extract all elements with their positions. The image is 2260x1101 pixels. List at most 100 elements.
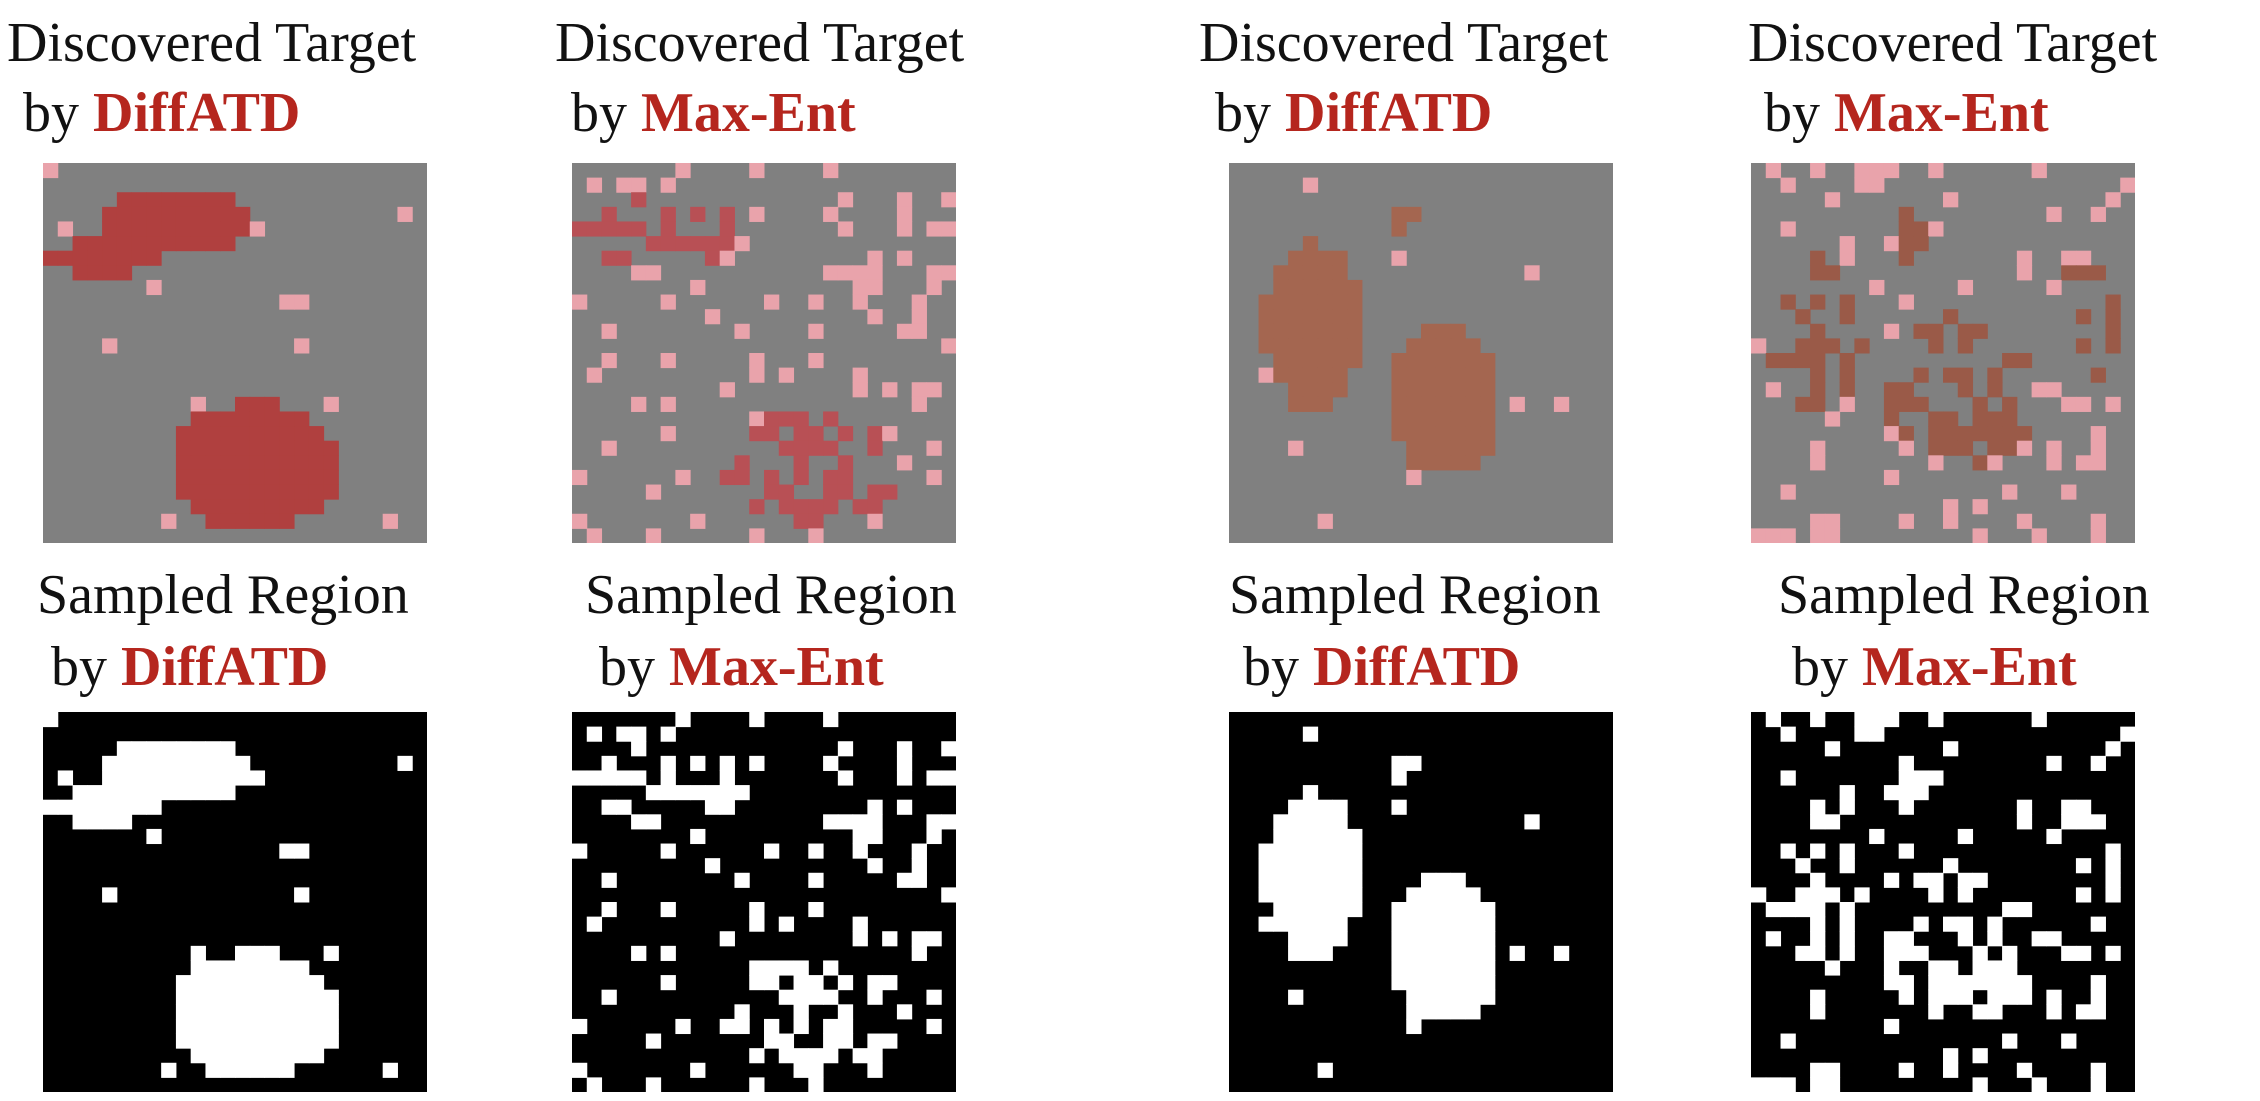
cell (1943, 309, 1959, 325)
cell (1898, 989, 1914, 1005)
cell (926, 440, 942, 456)
cell (2016, 353, 2033, 369)
cell (1391, 411, 1407, 427)
cell (1258, 338, 1274, 354)
cell (1450, 323, 1466, 339)
cell (279, 1004, 295, 1020)
cell (1302, 236, 1319, 252)
target-image (43, 163, 427, 543)
cell (205, 426, 221, 442)
cell (1883, 396, 1900, 412)
cell (1780, 770, 1796, 786)
cell (1810, 513, 1826, 529)
cell (190, 396, 206, 412)
cell (2105, 192, 2121, 208)
cell (1810, 945, 1826, 961)
cell (1421, 382, 1437, 398)
cell (1258, 323, 1274, 339)
cell (896, 755, 913, 771)
cell (1288, 843, 1304, 859)
cell (1957, 426, 1974, 442)
cell (2046, 1004, 2062, 1020)
cell (264, 469, 280, 486)
cell (631, 265, 647, 281)
cell (175, 770, 192, 786)
cell (2061, 250, 2077, 266)
cell (1553, 396, 1570, 412)
cell (1273, 338, 1289, 354)
cell (2016, 426, 2033, 442)
cell (294, 469, 310, 486)
cell (1391, 367, 1407, 383)
cell (719, 785, 735, 801)
cell (631, 741, 647, 757)
cell (823, 265, 839, 281)
cell (793, 975, 809, 991)
cell (1987, 960, 2003, 976)
cell (131, 799, 147, 815)
cell (926, 279, 942, 296)
cell (852, 843, 868, 859)
cell (249, 945, 266, 961)
cell (308, 469, 325, 486)
cell (1391, 931, 1407, 947)
cell (749, 499, 765, 515)
cell (235, 499, 251, 515)
cell (572, 843, 588, 859)
cell (867, 309, 883, 325)
cell (323, 1004, 339, 1020)
region-by: by (1243, 636, 1299, 698)
cell (941, 192, 956, 208)
cell (116, 265, 133, 281)
cell (1347, 858, 1363, 874)
cell (1421, 960, 1437, 976)
cell (1943, 499, 1959, 515)
cell (1898, 382, 1914, 398)
cell (675, 1018, 691, 1035)
cell (911, 294, 927, 310)
cell (1332, 843, 1348, 859)
cell (1810, 338, 1826, 354)
cell (1898, 440, 1914, 456)
cell (1972, 1077, 1988, 1092)
cell (1957, 872, 1974, 888)
cell (1928, 338, 1944, 354)
cell (660, 206, 676, 222)
cell (235, 396, 251, 412)
cell (1465, 367, 1481, 383)
cell (294, 294, 310, 310)
cell (1435, 455, 1452, 471)
cell (1435, 367, 1452, 383)
cell (852, 294, 868, 310)
cell (264, 960, 280, 976)
cell (249, 1033, 266, 1049)
cell (1332, 931, 1348, 947)
cell (837, 1018, 854, 1035)
cell (1795, 309, 1811, 325)
cell (175, 1018, 192, 1035)
cell (1839, 353, 1855, 369)
cell (235, 221, 251, 237)
cell (1347, 294, 1363, 310)
cell (1957, 279, 1974, 296)
cell (823, 960, 839, 976)
cell (205, 1033, 221, 1049)
cell (190, 945, 206, 961)
target-title: Discovered Target (555, 8, 964, 78)
cell (249, 484, 266, 500)
target-by: by (1215, 82, 1271, 144)
cell (1406, 975, 1422, 991)
cell (882, 1033, 898, 1049)
cell (294, 975, 310, 991)
cell (1421, 353, 1437, 369)
cell (2002, 484, 2018, 500)
cell (1317, 382, 1333, 398)
cell (1435, 338, 1452, 354)
target-title-text: Discovered Target (7, 12, 417, 74)
cell (1288, 931, 1304, 947)
cell (749, 712, 765, 728)
cell (1883, 411, 1900, 427)
cell (323, 484, 339, 500)
cell (1928, 455, 1944, 471)
cell (793, 426, 809, 442)
